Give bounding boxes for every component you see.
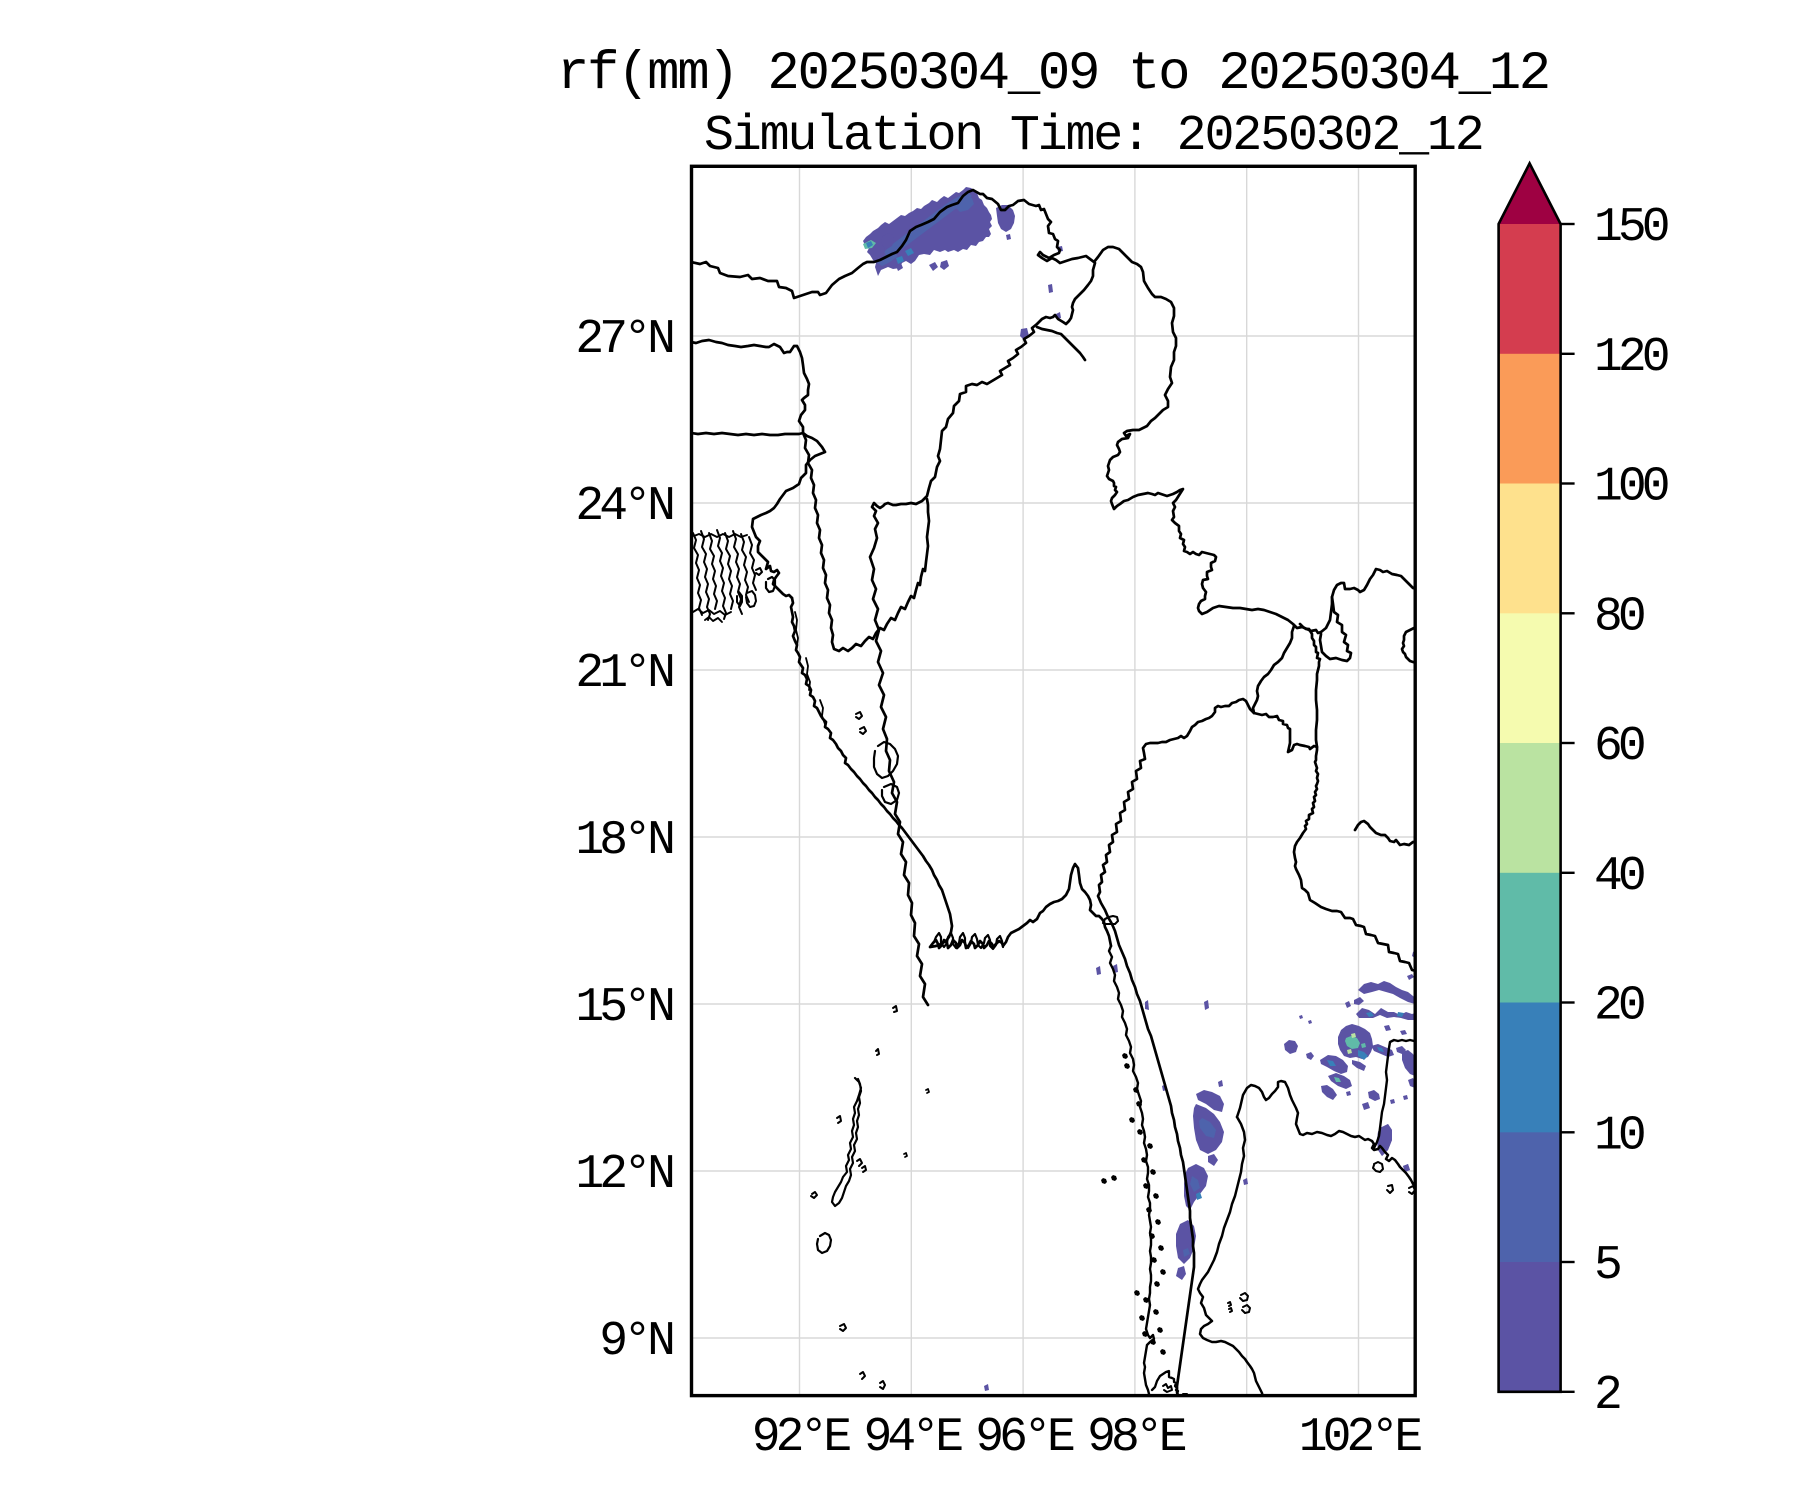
- svg-text:5: 5: [1594, 1239, 1620, 1293]
- svg-text:24°N: 24°N: [575, 480, 672, 534]
- svg-text:27°N: 27°N: [575, 313, 672, 367]
- svg-text:12°N: 12°N: [575, 1148, 672, 1202]
- svg-text:98°E: 98°E: [1087, 1411, 1186, 1465]
- svg-text:Simulation Time: 20250302_12: Simulation Time: 20250302_12: [704, 108, 1483, 165]
- svg-text:15°N: 15°N: [575, 981, 672, 1035]
- svg-text:96°E: 96°E: [975, 1411, 1074, 1465]
- svg-text:120: 120: [1594, 331, 1668, 385]
- svg-text:92°E: 92°E: [752, 1411, 851, 1465]
- svg-text:18°N: 18°N: [575, 814, 672, 868]
- svg-text:100: 100: [1594, 461, 1668, 515]
- svg-text:21°N: 21°N: [575, 647, 672, 701]
- svg-text:80: 80: [1594, 590, 1644, 644]
- svg-text:20: 20: [1594, 980, 1644, 1034]
- svg-text:2: 2: [1594, 1369, 1620, 1423]
- svg-text:rf(mm) 20250304_09 to 20250304: rf(mm) 20250304_09 to 20250304_12: [557, 44, 1549, 105]
- svg-text:9°N: 9°N: [599, 1315, 672, 1369]
- svg-text:150: 150: [1594, 201, 1668, 255]
- svg-text:40: 40: [1594, 850, 1644, 904]
- svg-text:60: 60: [1594, 720, 1644, 774]
- svg-text:10: 10: [1594, 1109, 1644, 1163]
- svg-text:94°E: 94°E: [863, 1411, 962, 1465]
- svg-text:102°E: 102°E: [1299, 1411, 1422, 1465]
